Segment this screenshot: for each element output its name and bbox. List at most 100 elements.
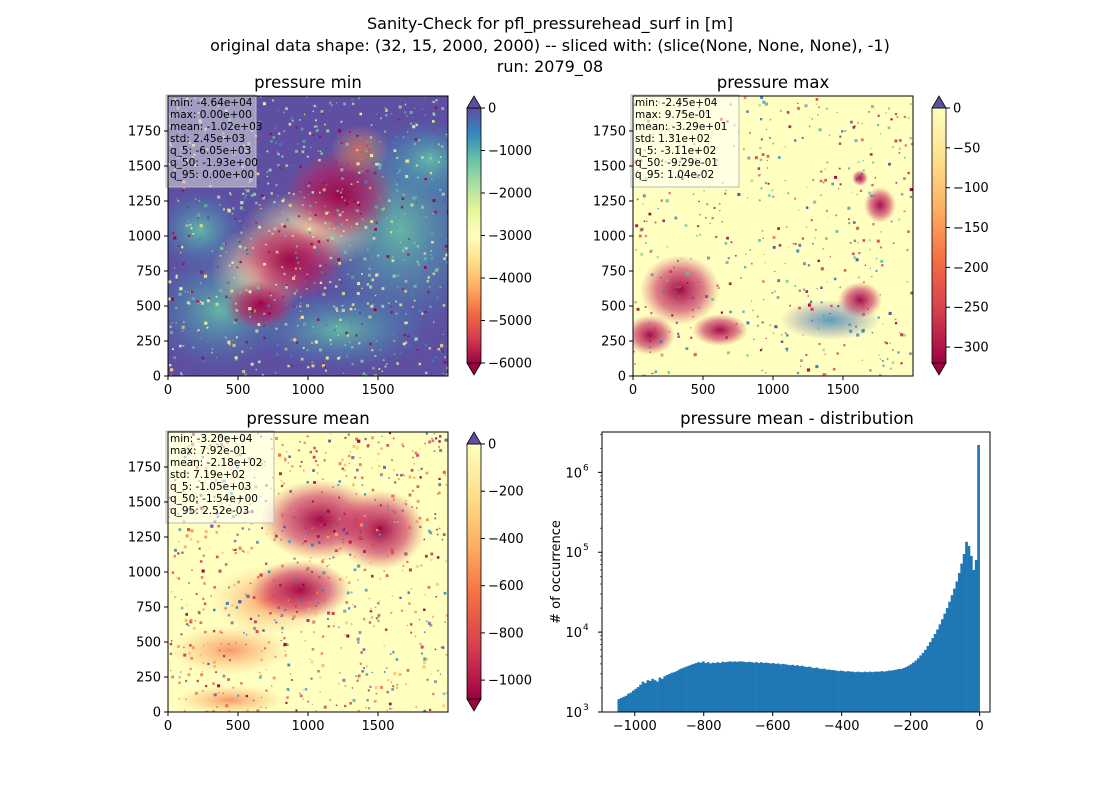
y-tick-label: 1250 bbox=[128, 195, 161, 210]
colorbar-tick-label: −800 bbox=[488, 626, 524, 641]
histogram-bar bbox=[960, 563, 964, 712]
stat-min: min: -3.20e+04 bbox=[170, 433, 253, 445]
histogram-bar bbox=[912, 662, 915, 712]
histogram-bar bbox=[967, 545, 971, 712]
histogram-bar bbox=[957, 572, 961, 712]
x-tick-label: −400 bbox=[824, 719, 860, 734]
y-tick-label: 1750 bbox=[128, 125, 161, 140]
histogram-bar bbox=[861, 672, 865, 712]
colorbar-tick-label: −5000 bbox=[488, 314, 532, 329]
stat-q95: q_95: 1.04e-02 bbox=[635, 169, 714, 181]
y-tick-label: 10 bbox=[565, 546, 582, 561]
histogram-bar bbox=[772, 663, 775, 712]
stat-min: min: -2.45e+04 bbox=[635, 97, 718, 109]
histogram-bar bbox=[849, 671, 852, 712]
stat-max: max: 7.92e-01 bbox=[170, 445, 247, 457]
y-tick-label: 10 bbox=[565, 466, 582, 481]
x-tick-label: 0 bbox=[976, 719, 984, 734]
colorbar: 0 −1000 −2000 −3000 −4000 −5000 −6000 bbox=[466, 95, 532, 376]
stat-std: std: 2.45e+03 bbox=[170, 133, 245, 145]
histogram-bar bbox=[747, 661, 751, 712]
histogram-bar bbox=[868, 671, 872, 712]
histogram-bar bbox=[774, 663, 778, 712]
x-tick-label: 1500 bbox=[361, 719, 394, 734]
histogram-bar bbox=[677, 669, 681, 712]
stat-mean: mean: -3.29e+01 bbox=[635, 121, 727, 133]
histogram-bar bbox=[685, 666, 688, 712]
histogram-bar bbox=[675, 671, 679, 712]
x-tick-label: 500 bbox=[691, 383, 716, 398]
heatmap-image bbox=[633, 96, 913, 376]
y-tick-label: 1250 bbox=[128, 531, 161, 546]
histogram-bar bbox=[750, 662, 754, 712]
histogram-bar bbox=[619, 697, 623, 712]
y-axis-label: # of occurrence bbox=[549, 520, 564, 624]
histogram-bar bbox=[617, 699, 621, 712]
y-tick-label: 1000 bbox=[128, 566, 161, 581]
histogram-bar bbox=[919, 655, 923, 712]
histogram-bar bbox=[815, 667, 819, 712]
histogram-bar bbox=[653, 680, 657, 712]
histogram-bar bbox=[914, 660, 918, 712]
histogram-bar bbox=[873, 671, 877, 712]
y-tick-label: 1000 bbox=[128, 230, 161, 245]
colorbar-tick-label: 0 bbox=[953, 102, 961, 117]
histogram-bar bbox=[885, 671, 889, 712]
colorbar-tick-label: −6000 bbox=[488, 357, 532, 372]
x-tick-label: −1000 bbox=[613, 719, 657, 734]
histogram-bar bbox=[622, 696, 626, 712]
histogram-bar bbox=[926, 646, 930, 712]
histogram-bar bbox=[798, 666, 802, 712]
histogram-bar bbox=[730, 661, 734, 712]
colorbar-tick-label: −150 bbox=[953, 221, 989, 236]
panel-pressure-min: pressure min min: -4.64e+04 max: 0.00e+0… bbox=[128, 73, 532, 398]
histogram-bar bbox=[658, 677, 662, 712]
stat-mean: mean: -1.02e+03 bbox=[170, 121, 262, 133]
histogram-bar bbox=[767, 663, 770, 712]
histogram-bar bbox=[844, 671, 848, 712]
histogram-bar bbox=[641, 681, 645, 712]
histogram-bar bbox=[624, 695, 628, 712]
histogram-bar bbox=[955, 581, 959, 712]
histogram-bar bbox=[965, 541, 968, 712]
stat-q95: q_95: 2.52e-03 bbox=[170, 505, 249, 517]
histogram-bar bbox=[726, 661, 729, 712]
histogram-bar bbox=[762, 663, 766, 712]
histogram-bar bbox=[776, 663, 780, 712]
x-tick-label: 1500 bbox=[826, 383, 859, 398]
histogram-bar bbox=[752, 662, 756, 712]
y-tick-label: 500 bbox=[136, 636, 161, 651]
histogram-bar bbox=[878, 671, 881, 712]
stats-box: min: -4.64e+04 max: 0.00e+00 mean: -1.02… bbox=[165, 94, 262, 188]
histogram-bar bbox=[660, 678, 664, 712]
histogram-bar bbox=[646, 680, 650, 712]
histogram-bar bbox=[740, 661, 744, 712]
histogram-bar bbox=[801, 665, 804, 712]
histogram-bar bbox=[759, 662, 763, 712]
stat-q95: q_95: 0.00e+00 bbox=[170, 169, 254, 181]
y-tick-label: 0 bbox=[153, 370, 161, 385]
panel-distribution: pressure mean - distribution # of occurr… bbox=[549, 409, 991, 734]
histogram-bar bbox=[863, 671, 867, 712]
histogram-bar bbox=[924, 649, 927, 712]
histogram-bar bbox=[656, 681, 659, 712]
stat-max: max: 9.75e-01 bbox=[635, 109, 712, 121]
y-tick-label: 10 bbox=[565, 626, 582, 641]
colorbar-tick-label: −400 bbox=[488, 532, 524, 547]
histogram-bar bbox=[644, 683, 647, 712]
histogram-bar bbox=[718, 663, 722, 712]
stat-min: min: -4.64e+04 bbox=[170, 97, 253, 109]
y-tick-label: 250 bbox=[601, 335, 626, 350]
histogram-bar bbox=[916, 658, 920, 712]
histogram-bar bbox=[858, 672, 862, 712]
colorbar-tick-label: −2000 bbox=[488, 187, 532, 202]
x-tick-label: −800 bbox=[686, 719, 722, 734]
histogram-bar bbox=[871, 672, 874, 712]
histogram-bar bbox=[948, 601, 951, 712]
histogram-bar bbox=[793, 665, 797, 712]
histogram-bar bbox=[839, 670, 843, 712]
histogram-bar bbox=[890, 670, 894, 712]
y-tick-label: 1250 bbox=[593, 195, 626, 210]
panel-title: pressure mean - distribution bbox=[680, 409, 914, 428]
